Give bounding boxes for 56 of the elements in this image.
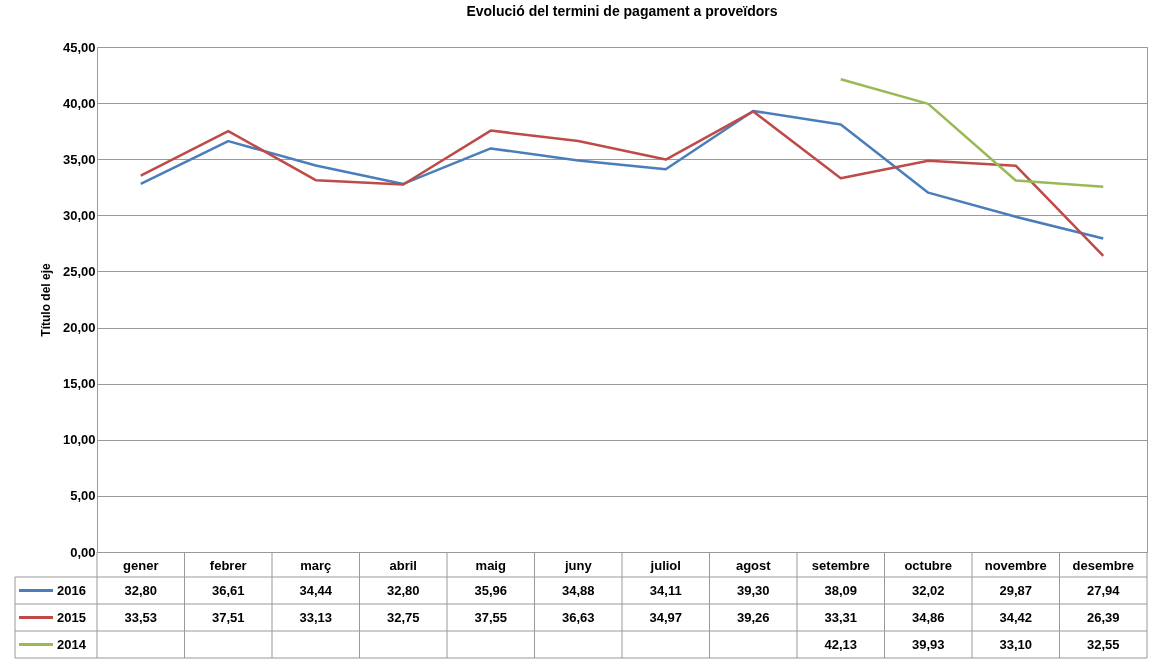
x-tick-label: abril <box>389 557 417 573</box>
x-tick-label: gener <box>123 557 159 573</box>
data-label: 34,88 <box>561 582 595 598</box>
y-tick-label: 30,00 <box>62 207 96 223</box>
data-label: 33,31 <box>824 609 858 625</box>
data-label: 35,96 <box>474 582 508 598</box>
data-label: 26,39 <box>1086 609 1120 625</box>
data-label: 29,87 <box>999 582 1033 598</box>
data-label: 38,09 <box>824 582 858 598</box>
data-label: 34,97 <box>649 609 683 625</box>
data-label: 32,75 <box>386 609 420 625</box>
data-label: 33,13 <box>299 609 333 625</box>
data-label: 39,30 <box>736 582 770 598</box>
x-tick-label: novembre <box>984 557 1047 573</box>
data-label: 37,51 <box>211 609 245 625</box>
x-tick-label: juliol <box>649 557 681 573</box>
legend-label: 2016 <box>57 582 86 598</box>
x-tick-label: febrer <box>209 557 247 573</box>
data-label: 34,44 <box>299 582 333 598</box>
y-tick-label: 0,00 <box>70 544 96 560</box>
x-tick-label: agost <box>735 557 772 573</box>
y-tick-label: 5,00 <box>70 488 96 504</box>
legend-label: 2015 <box>57 609 86 625</box>
data-label: 39,93 <box>911 636 945 652</box>
chart-title: Evolució del termini de pagament a proveïdors <box>466 3 778 19</box>
line-series <box>839 77 1105 188</box>
x-tick-label: desembre <box>1072 557 1134 573</box>
y-tick-label: 25,00 <box>62 263 96 279</box>
y-tick-label: 10,00 <box>62 432 96 448</box>
data-label: 34,11 <box>649 582 682 598</box>
x-tick-label: setembre <box>811 557 870 573</box>
data-label: 34,42 <box>999 609 1033 625</box>
data-label: 36,63 <box>561 609 595 625</box>
data-label: 37,55 <box>474 609 508 625</box>
y-tick-label: 20,00 <box>62 320 96 336</box>
data-label: 33,53 <box>124 609 158 625</box>
x-tick-label: març <box>300 557 332 573</box>
data-label: 33,10 <box>999 636 1033 652</box>
x-tick-label: maig <box>475 557 506 573</box>
data-label: 32,80 <box>124 582 158 598</box>
data-label: 27,94 <box>1086 582 1121 598</box>
legend-label: 2014 <box>57 636 87 652</box>
data-label: 39,26 <box>736 609 770 625</box>
data-label: 32,80 <box>386 582 420 598</box>
x-tick-label: octubre <box>904 557 953 573</box>
data-label: 42,13 <box>824 636 858 652</box>
y-tick-label: 45,00 <box>62 39 96 55</box>
y-tick-label: 40,00 <box>62 95 96 111</box>
data-label: 36,61 <box>211 582 245 598</box>
x-tick-label: juny <box>563 557 593 573</box>
data-label: 32,55 <box>1086 636 1120 652</box>
data-label: 32,02 <box>911 582 945 598</box>
data-label: 34,86 <box>911 609 945 625</box>
y-tick-label: 35,00 <box>62 151 96 167</box>
y-axis-title: Título del eje <box>38 263 53 337</box>
y-tick-label: 15,00 <box>62 376 96 392</box>
